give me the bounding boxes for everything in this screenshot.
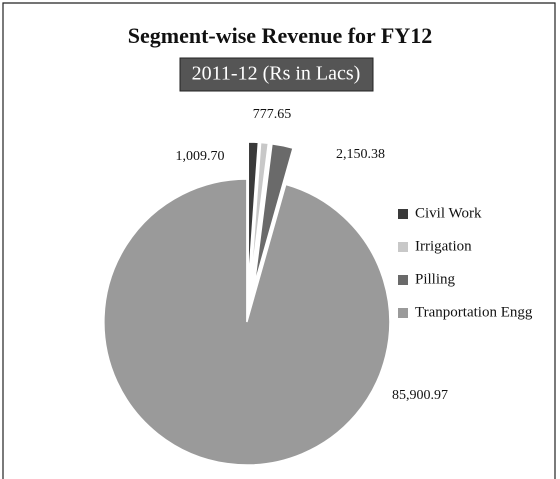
pie-slice <box>247 141 260 286</box>
legend-swatch <box>398 308 408 318</box>
pie-slice <box>103 178 391 466</box>
subtitle-box <box>179 57 374 92</box>
legend-label: Civil Work <box>415 205 482 221</box>
legend-swatch <box>398 275 408 285</box>
chart-title: Segment-wise Revenue for FY12 <box>128 23 432 48</box>
legend-swatch <box>398 242 408 252</box>
data-label: 777.65 <box>253 107 292 122</box>
data-label: 2,150.38 <box>336 147 385 162</box>
legend-swatch <box>398 209 408 219</box>
pie-slice <box>253 142 294 286</box>
chart-subtitle: 2011-12 (Rs in Lacs) <box>192 63 361 85</box>
data-label: 1,009.70 <box>176 149 225 164</box>
pie-slice <box>249 141 270 286</box>
legend-label: Pilling <box>415 271 456 287</box>
legend-label: Irrigation <box>415 238 472 254</box>
data-label: 85,900.97 <box>392 388 448 403</box>
legend-label: Tranportation Engg <box>415 304 533 320</box>
